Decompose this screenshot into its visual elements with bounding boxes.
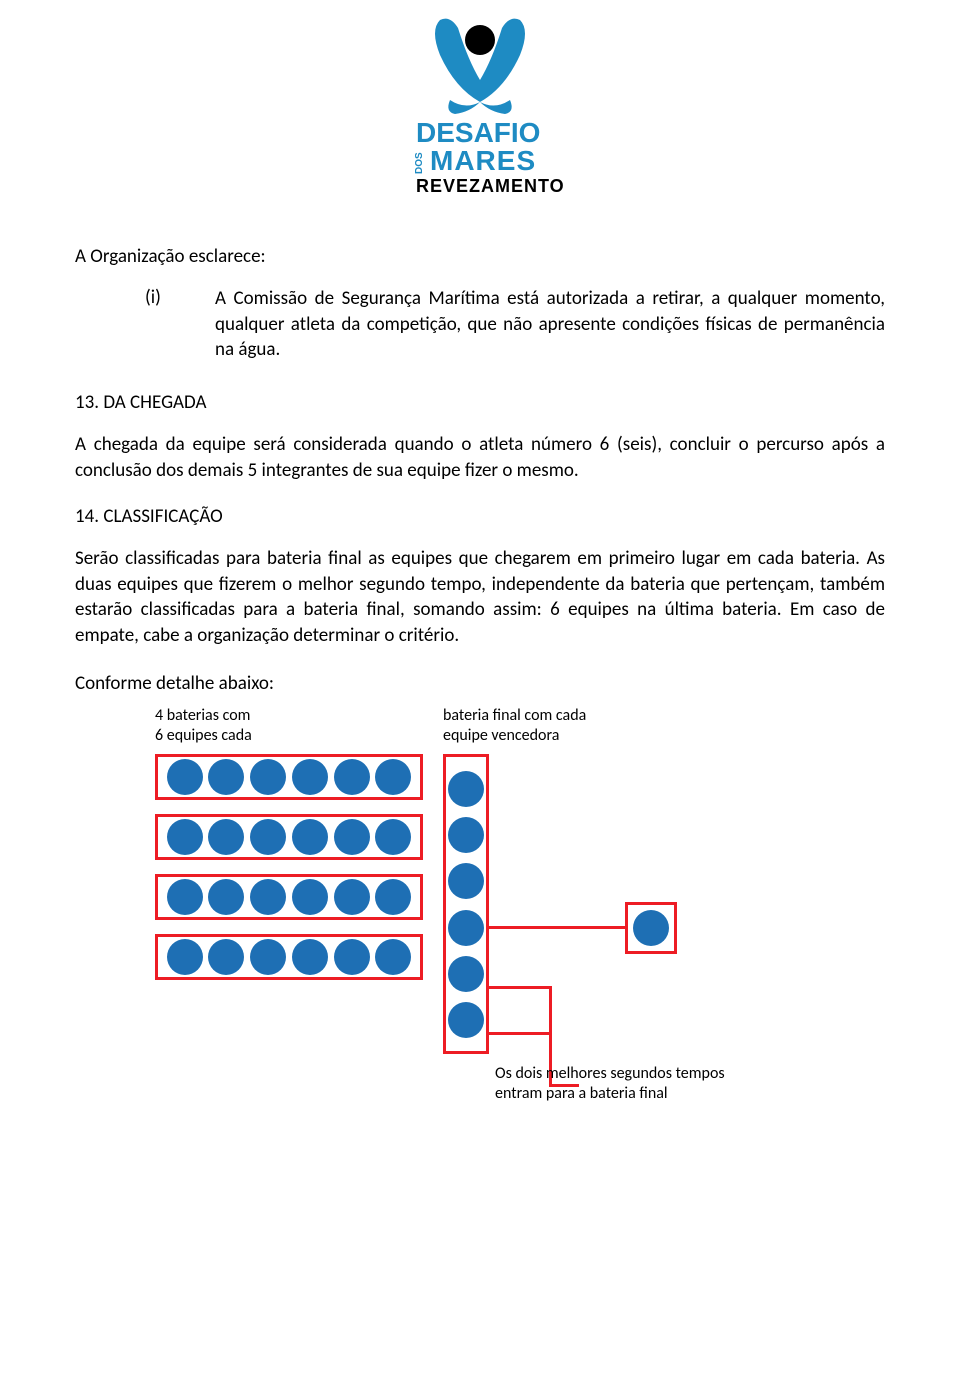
svg-text:REVEZAMENTO: REVEZAMENTO xyxy=(416,176,565,196)
team-dot xyxy=(208,939,244,975)
heat-box-3 xyxy=(155,874,423,920)
diagram-label-left: 4 baterias com6 equipes cada xyxy=(155,706,435,746)
connector-stub-1 xyxy=(489,986,549,989)
team-dot xyxy=(292,819,328,855)
team-dot xyxy=(250,759,286,795)
section-14-conforme: Conforme detalhe abaixo: xyxy=(75,671,885,697)
diagram-area: Os dois melhores segundos temposentram p… xyxy=(155,754,885,1134)
team-dot xyxy=(375,879,411,915)
heat-box-2 xyxy=(155,814,423,860)
section-14-heading: 14. CLASSIFICAÇÃO xyxy=(75,505,885,528)
final-dot xyxy=(448,771,484,807)
team-dot xyxy=(292,879,328,915)
final-dot xyxy=(448,817,484,853)
winner-box xyxy=(625,902,677,954)
connector-final-winner xyxy=(489,926,625,929)
final-dot xyxy=(448,956,484,992)
item-i: (i) A Comissão de Segurança Marítima est… xyxy=(145,286,885,363)
final-dot xyxy=(448,1002,484,1038)
intro-text: A Organização esclarece: xyxy=(75,245,885,268)
team-dot xyxy=(292,759,328,795)
final-box xyxy=(443,754,489,1054)
team-dot xyxy=(167,939,203,975)
section-13-heading: 13. DA CHEGADA xyxy=(75,391,885,414)
team-dot xyxy=(250,939,286,975)
team-dot xyxy=(167,879,203,915)
svg-text:MARES: MARES xyxy=(430,145,536,176)
section-13-body: A chegada da equipe será considerada qua… xyxy=(75,432,885,483)
final-dot xyxy=(448,863,484,899)
diagram-caption-bottom: Os dois melhores segundos temposentram p… xyxy=(495,1064,775,1104)
diagram-labels-top: 4 baterias com6 equipes cada bateria fin… xyxy=(155,706,885,746)
team-dot xyxy=(208,879,244,915)
team-dot xyxy=(375,939,411,975)
team-dot xyxy=(334,939,370,975)
section-14-body: Serão classificadas para bateria final a… xyxy=(75,546,885,649)
team-dot xyxy=(375,819,411,855)
svg-text:DESAFIO: DESAFIO xyxy=(416,117,540,148)
connector-stub-2 xyxy=(489,1032,549,1035)
heat-box-1 xyxy=(155,754,423,800)
final-dot xyxy=(448,910,484,946)
item-i-text: A Comissão de Segurança Marítima está au… xyxy=(215,286,885,363)
team-dot xyxy=(167,819,203,855)
winner-dot xyxy=(633,910,669,946)
team-dot xyxy=(250,879,286,915)
team-dot xyxy=(208,819,244,855)
bracket-diagram: 4 baterias com6 equipes cada bateria fin… xyxy=(155,706,885,1134)
team-dot xyxy=(167,759,203,795)
svg-text:DOS: DOS xyxy=(414,152,425,174)
team-dot xyxy=(208,759,244,795)
team-dot xyxy=(334,759,370,795)
team-dot xyxy=(334,819,370,855)
logo: DESAFIO DOS MARES REVEZAMENTO xyxy=(75,10,885,215)
item-i-marker: (i) xyxy=(145,286,215,363)
logo-svg: DESAFIO DOS MARES REVEZAMENTO xyxy=(370,10,590,210)
diagram-label-right: bateria final com cadaequipe vencedora xyxy=(443,706,643,746)
team-dot xyxy=(334,879,370,915)
heat-box-4 xyxy=(155,934,423,980)
team-dot xyxy=(375,759,411,795)
team-dot xyxy=(292,939,328,975)
team-dot xyxy=(250,819,286,855)
